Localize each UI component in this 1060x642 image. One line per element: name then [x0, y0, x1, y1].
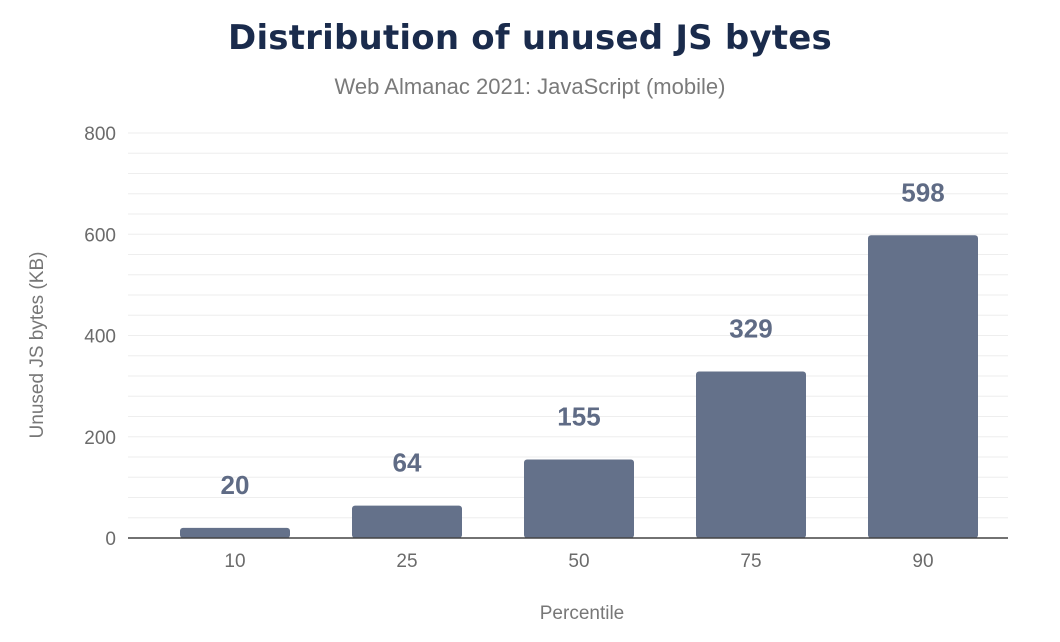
data-label: 155: [557, 402, 600, 432]
bar: [868, 235, 978, 538]
data-label: 20: [221, 470, 250, 500]
x-tick-label: 50: [568, 551, 589, 572]
chart-title: Distribution of unused JS bytes: [228, 18, 832, 58]
y-axis-ticks: 0 200 400 600 800: [84, 124, 116, 550]
x-axis-label: Percentile: [540, 603, 625, 624]
bar: [696, 371, 806, 538]
x-axis-ticks: 10 25 50 75 90: [224, 551, 933, 572]
x-tick-label: 75: [740, 551, 761, 572]
x-tick-label: 10: [224, 551, 245, 572]
bar: [352, 505, 462, 538]
y-tick-label: 600: [84, 225, 116, 246]
x-tick-label: 90: [912, 551, 933, 572]
bar: [180, 527, 290, 538]
y-axis-label: Unused JS bytes (KB): [27, 252, 48, 439]
x-tick-label: 25: [396, 551, 417, 572]
chart-subtitle: Web Almanac 2021: JavaScript (mobile): [334, 74, 726, 99]
data-label: 329: [729, 313, 772, 343]
gridlines: [128, 132, 1008, 519]
data-label: 64: [393, 448, 422, 478]
bar: [524, 459, 634, 538]
y-tick-label: 800: [84, 124, 116, 145]
data-labels: 20 64 155 329 598: [221, 177, 945, 500]
bars: [180, 235, 978, 538]
data-label: 598: [901, 177, 944, 207]
y-tick-label: 400: [84, 327, 116, 348]
y-tick-label: 0: [105, 529, 116, 550]
y-tick-label: 200: [84, 428, 116, 449]
